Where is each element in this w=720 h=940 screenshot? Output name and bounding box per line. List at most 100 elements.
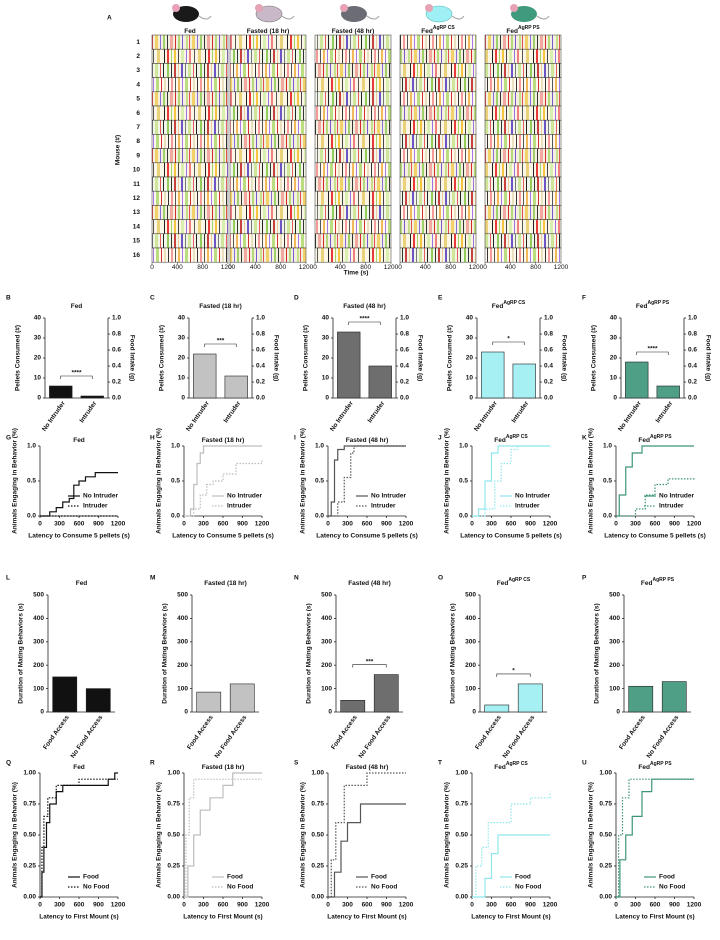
column-title: Fasted (48 hr)	[332, 28, 375, 35]
y-tick-label: 1.00	[167, 770, 180, 777]
title-text: Fed	[638, 437, 650, 444]
panel-letter: Q	[6, 760, 11, 767]
x-tick-label: 600	[218, 521, 229, 528]
x-axis-label: Time (s)	[344, 270, 369, 277]
y-tick-label: 500	[33, 592, 44, 599]
ethogram-row	[229, 205, 307, 220]
legend-label: No Food	[371, 884, 397, 891]
y-tick-label: 0.00	[167, 894, 180, 901]
panel-letter: O	[438, 575, 443, 582]
y-tick-label: 0.25	[599, 863, 612, 870]
y2-tick-label: 0.0	[112, 395, 121, 402]
ethogram-row	[484, 119, 562, 135]
series-line	[616, 477, 695, 517]
title-text: Fasted (18 hr)	[204, 580, 247, 587]
y-axis-label: Animals Engaging in Behavior (%)	[300, 782, 307, 888]
x-tick-label: 1200	[554, 264, 569, 271]
y-tick-label: 0.25	[167, 863, 180, 870]
y-tick-label: 0.5	[171, 478, 180, 485]
y-tick-label: 0.0	[27, 513, 36, 520]
title-superscript: AgRP PS	[650, 434, 672, 440]
x-tick-label: 1200	[221, 264, 236, 271]
ethogram-row	[314, 63, 392, 78]
ethogram-row	[314, 176, 392, 192]
ethogram-row	[229, 63, 307, 78]
panel-letter: F	[582, 295, 586, 302]
row-label: 7	[136, 124, 140, 131]
y-axis-label: Pellets Consumed (#)	[15, 325, 22, 391]
bar	[340, 699, 366, 713]
y2-tick-label: 0.2	[256, 379, 265, 386]
series-line	[616, 445, 694, 517]
x-tick-label: 400	[505, 264, 516, 271]
title-text: Fed	[73, 437, 85, 444]
y-tick-label: 20	[610, 355, 618, 362]
y-tick-label: 0	[37, 395, 41, 402]
y2-tick-label: 0.4	[256, 363, 265, 370]
title-text: Fasted (48 hr)	[332, 28, 375, 35]
y-axis-label: Animals Engaging in Behavior (%)	[12, 428, 19, 534]
y-tick-label: 0	[181, 395, 185, 402]
series-line	[184, 445, 262, 517]
y-tick-label: 10	[178, 375, 186, 382]
x-tick-label: 300	[342, 902, 353, 909]
y2-tick-label: 0.6	[688, 347, 697, 354]
y-axis-label: Animals Engaging in Behavior (%)	[588, 782, 595, 888]
significance-bracket	[496, 673, 531, 677]
legend-label: Food	[371, 874, 387, 881]
x-tick-label: 800	[530, 264, 541, 271]
title-text: Fed	[494, 437, 506, 444]
chart-title: FedAgRP CS	[497, 577, 531, 586]
y-tick-label: 300	[33, 639, 44, 646]
x-tick-label: No Food Access	[645, 714, 680, 760]
chart-title: Fed	[73, 437, 85, 444]
chart-title: Fed	[73, 764, 85, 771]
significance-label: ****	[359, 316, 370, 323]
x-tick-label: 900	[381, 521, 392, 528]
series-line	[184, 772, 262, 898]
ethogram-row	[314, 34, 392, 50]
y-tick-label: 0.25	[311, 863, 324, 870]
x-tick-label: 0	[614, 521, 618, 528]
y-tick-label: 0.0	[459, 513, 468, 520]
legend-label: No Intruder	[83, 493, 118, 500]
ethogram-row	[151, 205, 229, 220]
x-axis-label: Latency to Consume 5 pellets (s)	[460, 533, 562, 540]
y-tick-label: 0.50	[455, 832, 468, 839]
y-tick-label: 0	[469, 395, 473, 402]
y-tick-label: 0	[616, 709, 620, 716]
panel-letter: E	[438, 295, 443, 302]
ethogram-row	[314, 134, 392, 149]
title-text: Fed	[492, 303, 504, 310]
row-label: 12	[133, 195, 141, 202]
title-text: Fed	[421, 28, 433, 35]
significance-label: *	[512, 668, 515, 675]
chart-title: Fasted (18 hr)	[202, 437, 245, 444]
title-superscript: AgRP PS	[652, 577, 674, 583]
y-tick-label: 40	[322, 315, 330, 322]
y-axis-label: Animals Engaging in Behavior (%)	[444, 782, 451, 888]
ethogram-row	[151, 48, 229, 64]
y-tick-label: 0.5	[603, 478, 612, 485]
x-tick-label: 800	[360, 264, 371, 271]
x-tick-label: Food Access	[618, 714, 647, 751]
y2-tick-label: 1.0	[256, 315, 265, 322]
legend-label: Food	[515, 874, 531, 881]
y-tick-label: 0.0	[603, 513, 612, 520]
panel-letter: M	[150, 575, 155, 582]
y-tick-label: 400	[33, 615, 44, 622]
bar	[628, 685, 654, 713]
x-tick-label: 1200	[687, 521, 702, 528]
ethogram-row	[399, 190, 477, 206]
legend-label: Intruder	[227, 503, 252, 510]
y2-axis-label: Food Intake (g)	[560, 335, 567, 382]
x-tick-label: 1200	[399, 521, 414, 528]
x-tick-label: 0	[38, 902, 42, 909]
y-axis-label: Animals Engaging in Behavior (%)	[300, 428, 307, 534]
y-axis-label: Animals Engaging in Behavior (%)	[588, 428, 595, 534]
y-axis-label: Duration of Mating Behaviors (s)	[450, 603, 457, 703]
x-tick-label: No Intruder	[473, 400, 499, 433]
ethogram-row	[229, 48, 307, 64]
y2-tick-label: 0.6	[112, 347, 121, 354]
y2-tick-label: 0.2	[544, 379, 553, 386]
